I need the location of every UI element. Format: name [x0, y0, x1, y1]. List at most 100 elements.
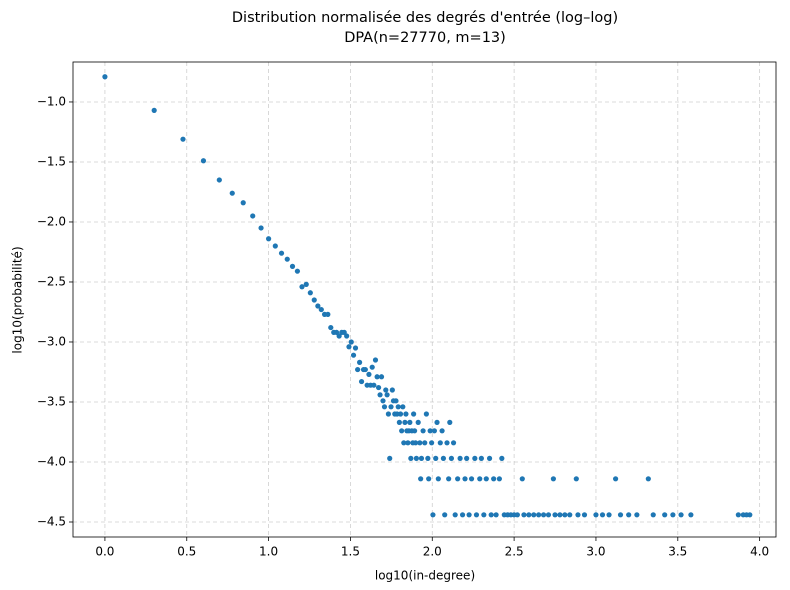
- point: [362, 366, 368, 373]
- point: [250, 213, 256, 219]
- point: [151, 107, 157, 113]
- point: [662, 512, 668, 518]
- point: [385, 411, 392, 417]
- point: [425, 455, 431, 461]
- point: [457, 455, 463, 461]
- point: [346, 344, 352, 350]
- point: [372, 357, 379, 363]
- point: [396, 419, 402, 425]
- y-tick-label: −1.0: [37, 94, 66, 108]
- point: [521, 512, 527, 518]
- point: [417, 440, 423, 446]
- point: [634, 512, 640, 518]
- point: [258, 225, 264, 231]
- point: [265, 236, 272, 242]
- point: [459, 512, 466, 518]
- point: [439, 428, 445, 434]
- point: [455, 476, 461, 482]
- point: [333, 329, 340, 335]
- point: [483, 476, 489, 482]
- point: [420, 428, 426, 434]
- point: [303, 281, 309, 287]
- point: [426, 476, 432, 482]
- point: [567, 512, 573, 518]
- point: [383, 387, 389, 393]
- point: [378, 374, 385, 380]
- x-tick-label: 0.5: [177, 545, 196, 559]
- point: [411, 428, 418, 434]
- point: [393, 398, 399, 404]
- point: [344, 333, 350, 339]
- points: [102, 74, 753, 518]
- chart-subtitle: DPA(n=27770, m=13): [344, 30, 506, 46]
- point: [299, 284, 305, 290]
- point: [447, 419, 453, 425]
- point: [429, 440, 435, 446]
- point: [352, 345, 359, 351]
- point: [599, 512, 606, 518]
- point: [540, 512, 547, 518]
- point: [481, 512, 487, 518]
- point: [468, 476, 475, 482]
- point: [375, 384, 382, 391]
- point: [472, 455, 478, 461]
- y-tick-label: −3.0: [37, 334, 66, 348]
- point: [562, 512, 568, 518]
- point: [650, 512, 656, 518]
- point: [473, 512, 480, 518]
- point: [452, 512, 458, 518]
- point: [435, 476, 441, 482]
- y-tick-label: −3.5: [37, 394, 66, 408]
- point: [573, 476, 579, 482]
- point: [366, 371, 372, 377]
- point: [536, 512, 542, 518]
- point: [216, 177, 222, 183]
- x-tick-label: 4.0: [750, 545, 769, 559]
- point: [550, 476, 556, 482]
- point: [415, 419, 421, 425]
- point: [380, 398, 386, 404]
- point: [348, 339, 354, 345]
- point: [272, 243, 278, 249]
- point: [552, 512, 558, 518]
- point: [433, 455, 439, 461]
- point: [477, 476, 483, 482]
- point: [478, 455, 484, 461]
- point: [388, 404, 394, 410]
- point: [371, 382, 377, 388]
- point: [617, 512, 624, 518]
- point: [437, 440, 443, 446]
- point: [645, 476, 651, 482]
- grid: [73, 62, 776, 537]
- point: [102, 74, 108, 80]
- point: [401, 440, 407, 446]
- y-tick-label: −2.0: [37, 214, 66, 228]
- point: [307, 290, 313, 296]
- point: [328, 324, 334, 331]
- point: [678, 512, 684, 518]
- x-tick-label: 0.0: [95, 545, 114, 559]
- y-tick-label: −1.5: [37, 154, 66, 168]
- point: [389, 387, 395, 393]
- point: [229, 190, 235, 196]
- point: [374, 374, 380, 380]
- point: [311, 297, 317, 303]
- point: [444, 440, 450, 446]
- point: [418, 476, 424, 482]
- point: [418, 455, 425, 461]
- point: [405, 440, 411, 446]
- point: [395, 404, 401, 410]
- point: [413, 455, 419, 461]
- point: [387, 455, 393, 461]
- point: [422, 440, 428, 446]
- point: [278, 250, 285, 256]
- x-tick-label: 2.0: [423, 545, 442, 559]
- point: [412, 440, 419, 446]
- point: [431, 428, 438, 434]
- point: [531, 512, 537, 518]
- point: [514, 512, 520, 518]
- point: [486, 455, 493, 461]
- point: [180, 136, 186, 142]
- point: [491, 476, 497, 482]
